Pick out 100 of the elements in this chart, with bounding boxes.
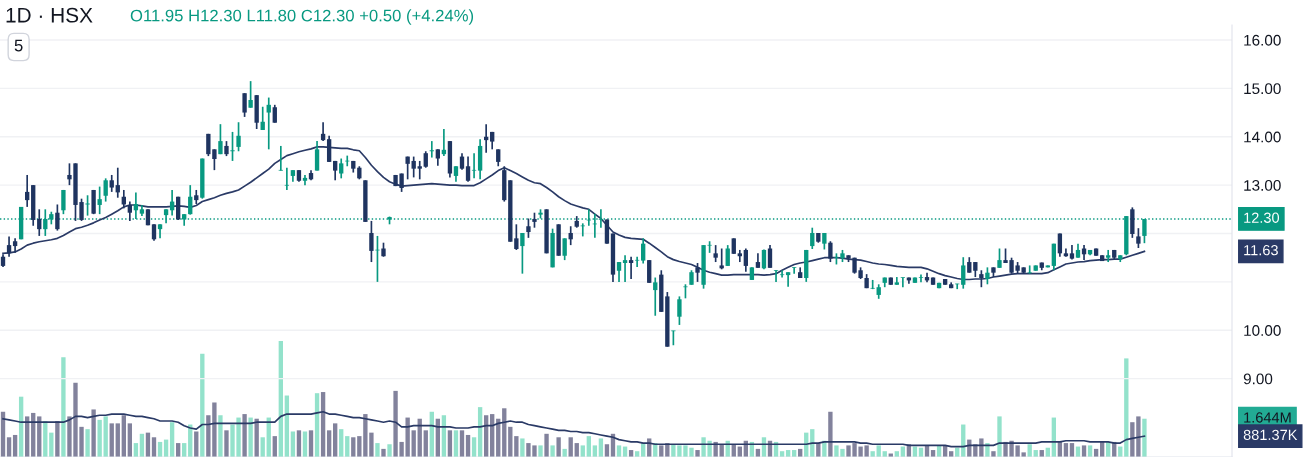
bar (49, 432, 54, 457)
bar (115, 423, 120, 457)
candlestick (339, 157, 344, 180)
bar (375, 443, 380, 457)
bar (423, 430, 428, 457)
candlestick (1051, 242, 1057, 272)
candlestick (37, 208, 42, 237)
candlestick (616, 261, 622, 283)
bar (218, 415, 223, 457)
annotation: 5 (14, 39, 23, 52)
candlestick (737, 249, 742, 263)
bar (109, 423, 114, 457)
bar (169, 422, 175, 457)
candlestick (514, 223, 519, 251)
candlestick (471, 152, 477, 180)
candlestick (55, 203, 60, 232)
candlestick (248, 80, 253, 109)
candlestick (628, 255, 634, 280)
candlestick (562, 237, 567, 261)
bar (194, 431, 199, 457)
bar (333, 423, 338, 457)
bar (1142, 418, 1147, 457)
candlestick (278, 145, 283, 172)
y-tick-label: 16.00 (1244, 34, 1281, 46)
bar (254, 418, 259, 457)
bar (55, 421, 60, 457)
text: 1.644M (1244, 412, 1291, 423)
bar (514, 436, 519, 457)
candlestick (97, 185, 102, 215)
bar (242, 414, 247, 457)
candlestick (61, 189, 66, 215)
bar (103, 416, 108, 457)
bar (302, 431, 308, 457)
bar (290, 431, 296, 457)
candlestick (810, 226, 815, 250)
candlestick (1027, 264, 1032, 275)
candlestick (1136, 227, 1141, 249)
candlestick (266, 96, 271, 151)
bar (870, 451, 875, 457)
bar (544, 433, 549, 457)
candlestick (677, 295, 682, 326)
bar (828, 411, 833, 457)
bar (411, 430, 416, 457)
candlestick (647, 259, 652, 284)
y-tick-label: 13.00 (1244, 179, 1281, 191)
bar (997, 416, 1002, 457)
candlestick (773, 269, 779, 283)
candlestick (526, 217, 531, 239)
bar (556, 437, 561, 457)
candlestick (236, 121, 241, 153)
candlestick (791, 266, 797, 275)
candlestick (761, 248, 767, 271)
candlestick (465, 155, 471, 183)
candlestick (1106, 249, 1111, 263)
candlestick (828, 240, 833, 263)
bar (387, 444, 392, 457)
bar (695, 450, 700, 457)
chart-title: 1D · HSX (6, 7, 93, 23)
bar (97, 419, 102, 457)
bar (224, 430, 229, 457)
chart-subtitle: O11.95 H12.30 L11.80 C12.30 +0.50 (+4.24%) (130, 9, 474, 25)
candlestick (961, 256, 966, 290)
bar (326, 430, 332, 457)
candlestick (230, 131, 235, 162)
bar (562, 448, 567, 457)
candlestick (242, 92, 247, 118)
text: 881.37K (1243, 429, 1298, 441)
bar (381, 448, 386, 457)
candlestick (719, 247, 724, 271)
bar (248, 417, 253, 457)
bar (459, 430, 465, 457)
candlestick (900, 276, 906, 289)
bar (296, 430, 302, 457)
bar (985, 443, 990, 457)
bar (991, 451, 996, 457)
candlestick (314, 140, 320, 172)
candlestick (785, 271, 791, 288)
candlestick (127, 200, 133, 222)
bar (520, 438, 525, 457)
bar (447, 430, 453, 457)
bar (121, 415, 126, 457)
candlestick (743, 247, 749, 273)
candlestick (417, 160, 422, 181)
candlestick (779, 269, 785, 279)
candlestick (411, 155, 416, 179)
candlestick (653, 276, 658, 317)
candlestick (520, 232, 525, 275)
bar (85, 429, 90, 457)
candlestick (429, 140, 434, 159)
candlestick (725, 244, 730, 267)
candlestick (918, 273, 924, 284)
candlestick (767, 244, 773, 269)
candlestick (218, 123, 223, 155)
candlestick (103, 177, 108, 203)
bar (550, 445, 555, 457)
bar (308, 430, 314, 457)
y-tick-label: 15.00 (1244, 83, 1281, 95)
y-tick-label: 9.00 (1243, 373, 1273, 385)
candlestick (997, 247, 1002, 269)
bar (538, 445, 543, 457)
